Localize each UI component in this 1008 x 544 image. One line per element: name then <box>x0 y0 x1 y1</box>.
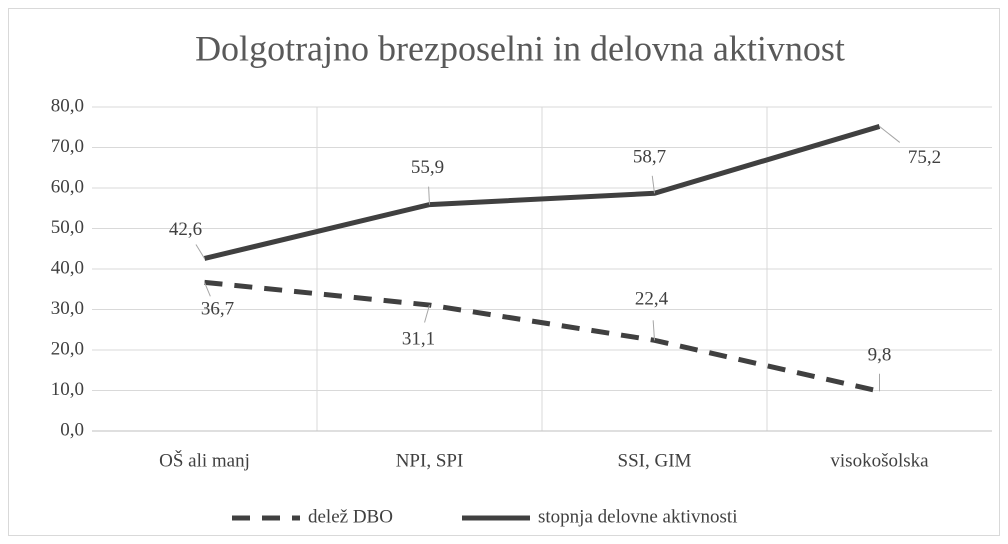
leader-line <box>204 282 211 297</box>
data-label: 36,7 <box>201 299 234 320</box>
line-series <box>203 124 881 261</box>
leader-line <box>879 126 901 143</box>
x-tick-label: SSI, GIM <box>618 450 692 471</box>
y-tick-label: 60,0 <box>51 176 84 197</box>
data-label: 75,2 <box>908 147 941 168</box>
x-tick-label: visokošolska <box>830 450 929 471</box>
chart-border <box>8 8 1000 536</box>
leader-line <box>428 186 430 205</box>
y-tick-label: 50,0 <box>51 217 84 238</box>
y-tick-label: 70,0 <box>51 136 84 157</box>
data-label: 22,4 <box>635 289 669 310</box>
line-series <box>204 279 881 394</box>
data-label: 55,9 <box>411 157 444 178</box>
leader-line <box>195 244 205 259</box>
x-tick-label: OŠ ali manj <box>159 449 250 471</box>
y-tick-label: 10,0 <box>51 379 84 400</box>
data-label: 42,6 <box>169 219 202 240</box>
data-label: 31,1 <box>402 328 435 349</box>
x-tick-label: NPI, SPI <box>396 450 464 471</box>
leader-line <box>652 320 655 341</box>
y-tick-label: 30,0 <box>51 298 84 319</box>
chart-title: Dolgotrajno brezposelni in delovna aktiv… <box>195 28 845 68</box>
leader-line <box>424 304 430 323</box>
data-label: 9,8 <box>868 345 892 366</box>
y-tick-label: 40,0 <box>51 257 84 278</box>
leader-line <box>651 175 655 194</box>
y-tick-label: 0,0 <box>60 419 84 440</box>
data-label: 58,7 <box>633 147 666 168</box>
y-tick-label: 20,0 <box>51 338 84 359</box>
y-tick-label: 80,0 <box>51 95 84 116</box>
legend-label: delež DBO <box>308 506 393 527</box>
legend-label: stopnja delovne aktivnosti <box>538 506 737 527</box>
